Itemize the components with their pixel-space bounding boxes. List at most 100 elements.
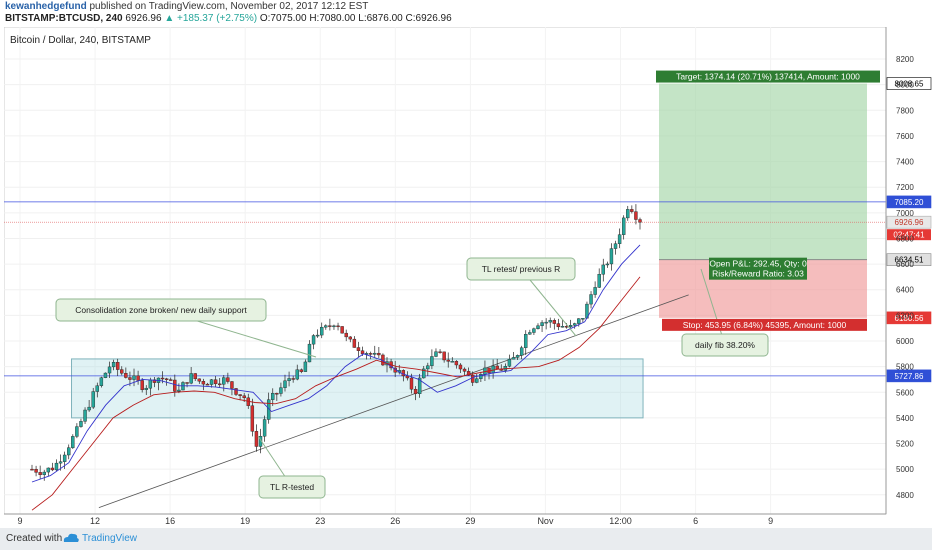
zone-layer — [71, 358, 644, 419]
candle-body — [95, 385, 99, 392]
price-badge: 6634.51 — [895, 256, 924, 265]
candle-body — [630, 209, 634, 212]
y-tick-label: 5400 — [896, 414, 914, 423]
candle-body — [556, 323, 561, 328]
x-tick-label: 9 — [768, 516, 773, 526]
candle-body — [99, 377, 104, 386]
candle-body — [442, 351, 446, 361]
candle-body — [54, 462, 59, 471]
candle-body — [352, 338, 357, 348]
ticker-line: BITSTAMP:BTCUSD, 240 6926.96 ▲ +185.37 (… — [5, 13, 452, 25]
target-label-bg — [656, 70, 880, 83]
rr-label: Risk/Reward Ratio: 3.03 — [712, 269, 804, 279]
candle-body — [589, 294, 593, 305]
x-tick-label: 16 — [165, 516, 175, 526]
y-tick-label: 8000 — [896, 81, 914, 90]
last-price: 6926.96 — [125, 13, 162, 24]
x-tick-label: 12 — [90, 516, 100, 526]
candle-body — [295, 369, 299, 380]
trendline — [98, 294, 689, 508]
candle-body — [348, 336, 352, 340]
candle-body — [519, 347, 524, 356]
y-tick-label: 6200 — [896, 311, 914, 320]
y-tick-label: 7600 — [896, 132, 914, 141]
candle-body — [83, 409, 87, 422]
candle-body — [417, 377, 422, 394]
candle-body — [617, 234, 622, 244]
candle-body — [136, 375, 140, 381]
x-tick-label: 29 — [465, 516, 475, 526]
tradingview-logo-icon — [62, 532, 80, 547]
candle-body — [597, 274, 601, 288]
candle-body — [62, 454, 67, 462]
candle-body — [115, 361, 120, 370]
candle-body — [532, 328, 536, 333]
y-tick-label: 6800 — [896, 234, 914, 243]
candle-body — [193, 373, 197, 380]
candle-body — [132, 375, 136, 380]
fib-callout-text: daily fib 38.20% — [695, 340, 755, 350]
x-tick-label: 6 — [693, 516, 698, 526]
price-badge-bg — [886, 253, 932, 266]
y-tick-label: 7000 — [896, 209, 914, 218]
candle-body — [495, 365, 499, 370]
candle-body — [303, 361, 308, 372]
candle-body — [491, 365, 495, 374]
candle-body — [470, 374, 475, 383]
price-axis[interactable]: 4800 5000 5200 5400 5600 5800 6000 6200 6400 6600… — [885, 27, 914, 514]
chart-area[interactable]: Consolidation zone broken/ new daily sup… — [3, 26, 932, 527]
candle-body — [250, 405, 255, 432]
candle-body — [401, 370, 406, 377]
candle-body — [254, 431, 259, 447]
candle-body — [299, 369, 304, 372]
candle-body — [454, 361, 459, 366]
created-with: Created with — [6, 533, 63, 544]
candle-body — [540, 322, 544, 326]
y-tick-label: 7200 — [896, 183, 914, 192]
candle-body — [185, 382, 189, 384]
candle-body — [638, 219, 642, 223]
author-link[interactable]: kewanhedgefund — [5, 1, 87, 12]
candle-body — [201, 380, 206, 385]
price-chart[interactable]: Consolidation zone broken/ new daily sup… — [3, 26, 932, 527]
candle-body — [234, 388, 238, 395]
candle-body — [426, 365, 430, 370]
candle-body — [634, 211, 638, 220]
candle-body — [560, 326, 565, 328]
candle-body — [140, 380, 144, 390]
candle-body — [377, 352, 381, 356]
consolidation-zone — [71, 358, 644, 419]
tl-retest-callout-text: TL retest/ previous R — [482, 264, 561, 274]
y-tick-label: 5000 — [896, 465, 914, 474]
x-tick-label: 9 — [17, 516, 22, 526]
tradingview-brand[interactable]: TradingView — [82, 533, 138, 544]
position-layer — [659, 83, 867, 318]
tl-retested-callout-text: TL R-tested — [270, 482, 314, 492]
candle-body — [548, 320, 552, 323]
candle-body — [287, 378, 291, 382]
published-text: published on TradingView.com, November 0… — [89, 1, 369, 12]
candle-body — [226, 377, 230, 382]
target-zone — [659, 83, 867, 260]
candle-body — [515, 355, 520, 358]
candle-body — [107, 366, 112, 374]
time-axis[interactable]: 9 12 16 19 23 26 29 Nov 12:00 6 9 — [4, 513, 886, 526]
price-badge: 6926.96 — [895, 218, 924, 227]
candle-body — [593, 287, 597, 295]
candle-body — [67, 447, 71, 456]
candle-body — [320, 326, 324, 336]
candle-body — [581, 318, 585, 320]
candle-body — [413, 388, 418, 394]
candle-body — [446, 359, 450, 362]
candle-body — [422, 368, 426, 379]
ema-layer — [31, 244, 641, 511]
candle-body — [71, 436, 75, 448]
price-badge-bg — [886, 215, 932, 229]
candle-body — [450, 361, 454, 363]
candle-body — [613, 243, 618, 249]
target-label: Target: 1374.14 (20.71%) 137414, Amount:… — [676, 72, 860, 82]
ticker-symbol: BITSTAMP:BTCUSD, 240 — [5, 13, 123, 24]
candle-body — [87, 406, 91, 411]
candle-body — [291, 378, 295, 380]
candle-body — [356, 347, 361, 351]
